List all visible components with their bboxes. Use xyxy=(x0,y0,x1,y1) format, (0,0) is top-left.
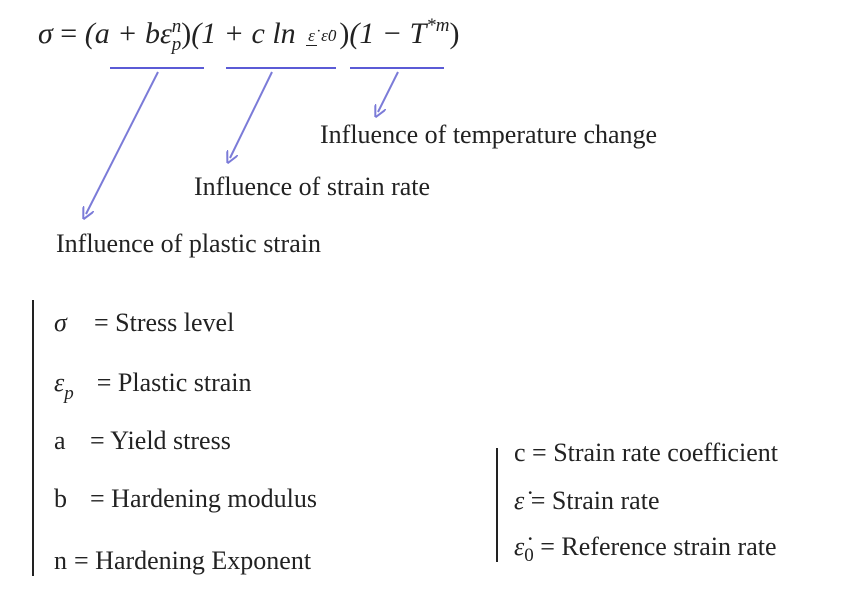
legend-description: Plastic strain xyxy=(117,368,252,397)
legend-equals: = xyxy=(96,368,112,397)
legend-symbol: σ xyxy=(54,308,67,337)
eq-strain-rate-fraction: ε̇ ε̇0 xyxy=(306,25,337,46)
legend-equals: = xyxy=(540,532,555,561)
legend-description: Strain rate xyxy=(551,486,660,515)
eq-exponent-star-m: *m xyxy=(426,15,450,36)
legend-symbol: ε̇ xyxy=(514,486,525,515)
arrow-strain-rate xyxy=(230,71,273,158)
legend-description: Yield stress xyxy=(110,426,231,455)
eq-term2-close: ) xyxy=(339,17,350,50)
legend-description: Strain rate coefficient xyxy=(553,438,778,467)
legend-row: εp = Plastic strain xyxy=(54,368,252,404)
eq-subscript-p: p xyxy=(171,34,182,56)
legend-left-divider xyxy=(32,300,34,576)
legend-description: Hardening modulus xyxy=(111,484,317,513)
arrow-temperature xyxy=(378,71,399,112)
legend-symbol: ε xyxy=(54,368,65,397)
eq-term3-close: ) xyxy=(449,17,460,50)
legend-symbol: n xyxy=(54,546,67,575)
legend-equals: = xyxy=(74,546,89,575)
legend-symbol: b xyxy=(54,484,67,513)
legend-row: c = Strain rate coefficient xyxy=(514,438,778,468)
label-strain-rate-influence: Influence of strain rate xyxy=(194,172,431,201)
legend-symbol: a xyxy=(54,426,66,455)
eq-term1-open: (a + b xyxy=(84,17,160,50)
legend-row: ε̇ = Strain rate xyxy=(514,486,660,516)
legend-row: b = Hardening modulus xyxy=(54,484,317,514)
label-temperature-influence: Influence of temperature change xyxy=(320,120,658,149)
legend-equals: = xyxy=(94,308,109,337)
legend-row: a = Yield stress xyxy=(54,426,231,456)
label-plastic-strain-influence: Influence of plastic strain xyxy=(56,229,321,258)
legend-row: n = Hardening Exponent xyxy=(54,546,311,576)
eq-frac-numerator: ε̇ xyxy=(306,25,317,46)
eq-term1-close: ) xyxy=(181,17,192,50)
legend-symbol: ε̇ xyxy=(514,532,525,561)
eq-term3-open: (1 − T xyxy=(349,17,427,50)
legend-description: Hardening Exponent xyxy=(95,546,312,575)
eq-epsilon: ε xyxy=(159,17,172,50)
legend-equals: = xyxy=(532,438,547,467)
legend-subscript: 0 xyxy=(524,545,534,566)
eq-sigma: σ xyxy=(38,17,53,50)
legend-description: Reference strain rate xyxy=(561,532,777,561)
eq-equals: = xyxy=(60,17,78,50)
legend-subscript: p xyxy=(64,383,74,404)
legend-equals: = xyxy=(90,426,105,455)
legend-row: ε̇0 = Reference strain rate xyxy=(514,532,777,566)
legend-description: Stress level xyxy=(115,308,235,337)
eq-exponent-n: n xyxy=(171,16,182,38)
arrow-plastic-strain xyxy=(86,71,159,214)
legend-equals: = xyxy=(90,484,105,513)
eq-term2-open: (1 + c ln xyxy=(191,17,296,50)
legend-right-divider xyxy=(496,448,498,562)
eq-frac-denominator: ε̇0 xyxy=(321,25,337,45)
legend-symbol: c xyxy=(514,438,526,467)
legend-row: σ = Stress level xyxy=(54,308,234,338)
johnson-cook-equation: σ = (a + bε n p )(1 + c ln ε̇ ε̇0 )(1 − … xyxy=(38,14,459,58)
legend-equals: = xyxy=(530,486,546,515)
